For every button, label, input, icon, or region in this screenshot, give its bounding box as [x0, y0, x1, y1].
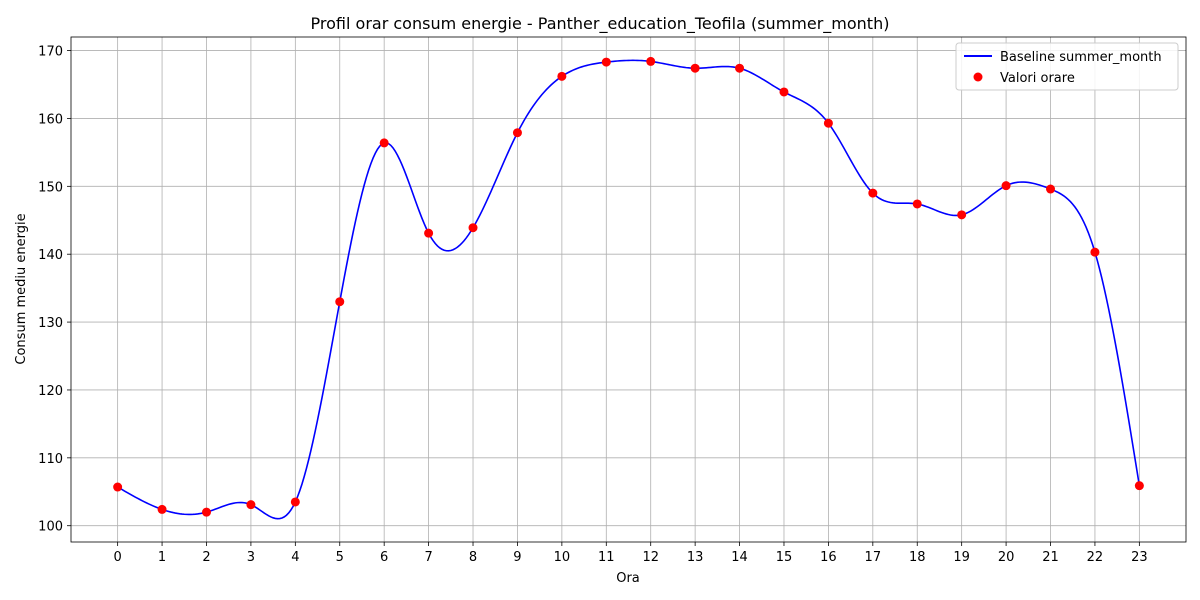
y-tick-label: 130 [38, 316, 63, 331]
hourly-value-point [601, 57, 611, 67]
x-tick-label: 10 [554, 550, 571, 565]
hourly-value-point [557, 71, 567, 81]
x-tick-label: 15 [776, 550, 793, 565]
x-tick-label: 3 [247, 550, 255, 565]
x-axis: 0 1 2 3 4 5 6 7 8 9 10 11 12 13 14 15 16 17 18 19 20 21 22 23 [114, 542, 1148, 565]
y-tick-label: 160 [38, 112, 63, 127]
x-tick-label: 14 [731, 550, 748, 565]
hourly-value-point [113, 482, 123, 492]
legend: Baseline summer_month Valori orare [955, 42, 1179, 91]
x-tick-label: 9 [513, 550, 521, 565]
y-tick-label: 100 [38, 520, 63, 535]
y-tick-label: 120 [38, 384, 63, 399]
x-axis-label: Ora [616, 571, 640, 586]
hourly-value-point [646, 56, 656, 66]
baseline-line [117, 59, 1141, 520]
legend-dot-swatch [973, 72, 983, 82]
legend-entry-hourly-values: Valori orare [1000, 71, 1075, 86]
hourly-value-point [424, 228, 434, 238]
hourly-value-point [379, 138, 389, 148]
x-tick-label: 11 [598, 550, 615, 565]
x-tick-label: 13 [687, 550, 704, 565]
hourly-value-point [868, 188, 878, 198]
x-tick-label: 1 [158, 550, 166, 565]
x-tick-label: 22 [1087, 550, 1104, 565]
hourly-value-point [779, 87, 789, 97]
y-axis: 100 110 120 130 140 150 160 170 [38, 45, 71, 535]
hourly-value-point [157, 504, 167, 514]
x-tick-label: 4 [291, 550, 299, 565]
hourly-value-point [735, 63, 745, 73]
hourly-value-point [1046, 184, 1056, 194]
x-tick-label: 17 [865, 550, 882, 565]
y-axis-label: Consum mediu energie [14, 213, 29, 364]
hourly-value-point [201, 507, 211, 517]
hourly-value-point [823, 118, 833, 128]
legend-entry-baseline: Baseline summer_month [1000, 50, 1162, 65]
y-tick-label: 140 [38, 248, 63, 263]
x-tick-label: 5 [336, 550, 344, 565]
hourly-value-point [290, 497, 300, 507]
hourly-values-series [113, 56, 1144, 517]
x-tick-label: 20 [998, 550, 1015, 565]
x-tick-label: 7 [424, 550, 432, 565]
legend-box [955, 42, 1179, 91]
y-tick-label: 110 [38, 452, 63, 467]
x-tick-label: 16 [820, 550, 837, 565]
x-tick-label: 12 [642, 550, 659, 565]
x-tick-label: 18 [909, 550, 926, 565]
grid-lines [71, 37, 1186, 542]
y-tick-label: 150 [38, 180, 63, 195]
hourly-value-point [512, 128, 522, 138]
x-tick-label: 2 [202, 550, 210, 565]
hourly-value-point [912, 199, 922, 209]
x-tick-label: 0 [114, 550, 122, 565]
hourly-value-point [335, 297, 345, 307]
hourly-value-point [957, 210, 967, 220]
hourly-value-point [246, 500, 256, 510]
hourly-value-point [468, 223, 478, 233]
hourly-value-point [1090, 247, 1100, 257]
hourly-value-point [1134, 481, 1144, 491]
hourly-value-point [1001, 181, 1011, 191]
y-tick-label: 170 [38, 45, 63, 60]
x-tick-label: 6 [380, 550, 388, 565]
x-tick-label: 23 [1131, 550, 1148, 565]
x-tick-label: 21 [1042, 550, 1059, 565]
chart-title: Profil orar consum energie - Panther_edu… [311, 14, 890, 34]
baseline-series [117, 59, 1141, 520]
x-tick-label: 19 [953, 550, 970, 565]
x-tick-label: 8 [469, 550, 477, 565]
hourly-value-point [690, 63, 700, 73]
plot-frame [70, 36, 1187, 543]
